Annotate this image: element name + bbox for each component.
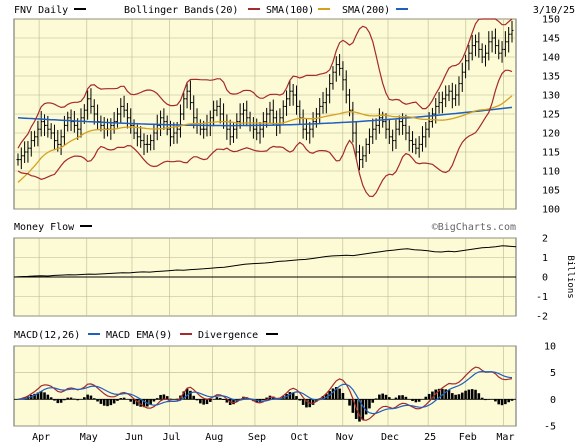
macd-plot-area <box>13 345 517 427</box>
price-tick-label: 115 <box>542 148 560 159</box>
macd-tick-label: 0 <box>550 395 556 406</box>
x-axis-month-label: Jun <box>125 432 143 443</box>
price-tick-label: 150 <box>542 15 560 26</box>
sma100-line <box>17 95 513 183</box>
x-axis-month-label: May <box>80 432 98 443</box>
x-axis-month-label: Dec <box>381 432 399 443</box>
x-axis-month-label: Apr <box>32 432 50 443</box>
macd-label: MACD(12,26) <box>14 330 80 341</box>
price-ohlc-bars <box>16 20 514 171</box>
price-tick-label: 110 <box>542 167 560 178</box>
price-tick-label: 140 <box>542 53 560 64</box>
price-tick-label: 105 <box>542 186 560 197</box>
chart-title: FNV Daily <box>14 5 68 16</box>
x-axis-month-label: Sep <box>248 432 266 443</box>
money-flow-swatch <box>80 225 92 227</box>
divergence-label: Divergence <box>198 330 258 341</box>
money-flow-unit-label: Billions <box>565 255 575 298</box>
price-tick-label: 125 <box>542 110 560 121</box>
x-axis-month-label: Nov <box>336 432 354 443</box>
legend-sma200-swatch <box>396 8 408 10</box>
macd-y-ticks: 10 5 0 -5 <box>544 342 556 433</box>
x-axis-month-label: Aug <box>205 432 223 443</box>
sma200-line <box>17 106 513 127</box>
price-panel: 100 105 110 115 120 125 130 135 140 145 150 <box>13 15 560 216</box>
money-flow-tick-label: 1 <box>542 253 548 264</box>
macd-line-swatch <box>180 333 192 335</box>
macd-panel: 10 5 0 -5 <box>13 342 556 433</box>
legend-bollinger-swatch <box>248 8 260 10</box>
bollinger-upper-line <box>17 18 513 149</box>
legend-sma200-label: SMA(200) <box>342 5 390 16</box>
legend-sma100-label: SMA(100) <box>266 5 314 16</box>
title-swatch <box>74 8 86 10</box>
watermark: ©BigCharts.com <box>432 222 516 233</box>
x-axis: Apr May Jun Jul Aug Sep Oct Nov Dec 25 Feb Mar <box>32 432 514 443</box>
x-axis-month-label: Jul <box>163 432 181 443</box>
price-tick-label: 145 <box>542 34 560 45</box>
macd-tick-label: 10 <box>544 342 556 353</box>
money-flow-tick-label: -1 <box>536 292 548 303</box>
macd-ema-swatch <box>88 333 100 335</box>
macd-tick-label: 5 <box>550 368 556 379</box>
bollinger-lower-line <box>17 69 513 198</box>
legend-bollinger-label: Bollinger Bands(20) <box>124 5 238 16</box>
price-tick-label: 100 <box>542 205 560 216</box>
money-flow-tick-label: -2 <box>536 312 548 323</box>
macd-ema-label: MACD EMA(9) <box>106 330 172 341</box>
x-axis-month-label: Oct <box>291 432 309 443</box>
price-tick-label: 130 <box>542 91 560 102</box>
macd-ema-line <box>17 370 513 415</box>
divergence-swatch <box>266 333 278 335</box>
money-flow-label: Money Flow <box>14 222 75 233</box>
price-tick-label: 135 <box>542 72 560 83</box>
money-flow-y-ticks: 2 1 0 -1 -2 <box>536 234 548 323</box>
money-flow-tick-label: 2 <box>542 234 548 245</box>
chart-date: 3/10/25 <box>533 5 575 16</box>
x-axis-month-label: Feb <box>459 432 477 443</box>
macd-tick-label: -5 <box>544 422 556 433</box>
price-y-ticks: 100 105 110 115 120 125 130 135 140 145 150 <box>542 15 560 216</box>
x-axis-month-label: Mar <box>496 432 514 443</box>
legend-sma100-swatch <box>318 8 330 10</box>
money-flow-tick-label: 0 <box>542 273 548 284</box>
money-flow-panel: 2 1 0 -1 -2 Billions <box>13 234 575 323</box>
price-tick-label: 120 <box>542 129 560 140</box>
x-axis-month-label: 25 <box>424 432 436 443</box>
money-flow-line <box>13 245 517 278</box>
macd-grid <box>14 345 516 427</box>
